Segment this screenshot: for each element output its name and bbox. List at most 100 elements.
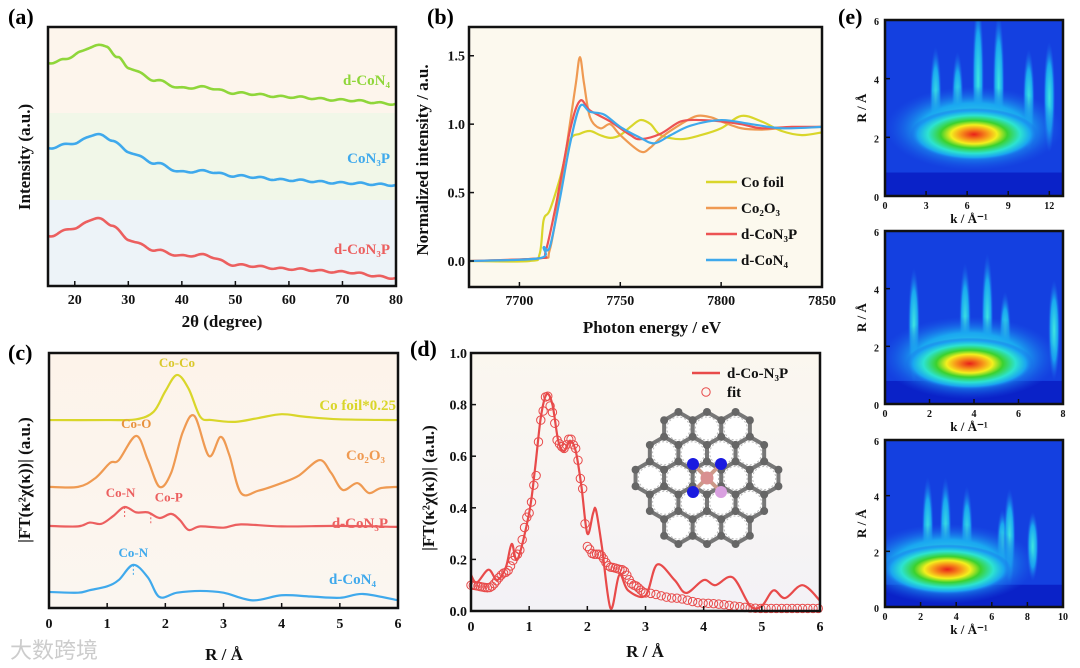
fit-point <box>755 603 766 614</box>
fit-point <box>580 519 590 529</box>
c-x-tick-label: 6 <box>395 617 402 632</box>
d-panel-label: (d) <box>410 336 437 361</box>
carbon-atom <box>660 482 669 491</box>
legend-marker <box>701 387 711 397</box>
carbon-atom <box>702 441 711 449</box>
fit-point <box>813 603 823 614</box>
a-x-tick-label: 30 <box>121 293 135 308</box>
carbon-atom <box>731 457 740 466</box>
e2-x-tick-label: 8 <box>1061 409 1066 420</box>
fit-point <box>703 598 714 609</box>
fit-point <box>661 592 672 602</box>
fit-point <box>510 551 520 561</box>
carbon-atom <box>688 531 697 540</box>
fit-point <box>672 593 682 603</box>
ring-dash <box>723 416 748 441</box>
fit-point <box>646 588 656 599</box>
b-x-tick-label: 7800 <box>707 294 735 309</box>
series-label: d-CoN₄ <box>343 73 391 89</box>
fit-point <box>776 603 787 614</box>
heatmap-area <box>885 231 1063 404</box>
carbon-atom <box>760 490 769 499</box>
carbon-atom <box>745 515 754 524</box>
carbon-atom <box>731 441 740 449</box>
series-label: CoN₃P <box>347 151 390 167</box>
carbon-atom <box>631 482 640 491</box>
fit-point <box>603 561 613 571</box>
fit-point <box>766 603 776 614</box>
fit-point <box>557 441 567 452</box>
ring-dash <box>652 441 677 466</box>
d-x-tick-label: 0 <box>468 620 475 635</box>
e1-x-tick-label: 0 <box>883 201 888 212</box>
plot-background <box>49 353 398 608</box>
ring-dash <box>666 515 691 540</box>
e1-y-tick-label: 4 <box>874 76 879 87</box>
d-y-axis-title: |FT(κ²χ(κ))| (a.u.) <box>419 425 438 551</box>
phosphorus-atom <box>715 486 727 498</box>
nitrogen-atom <box>687 486 699 498</box>
c-x-tick-label: 2 <box>162 617 169 632</box>
carbon-atom <box>774 465 783 474</box>
fit-point <box>787 603 797 614</box>
carbon-atom <box>631 465 640 474</box>
a-x-tick-label: 20 <box>68 293 82 308</box>
c-x-tick-label: 4 <box>278 617 285 632</box>
series-label: d-CoN₄ <box>329 572 377 588</box>
d-x-tick-label: 3 <box>642 620 649 635</box>
carbon-atom <box>645 441 654 449</box>
fit-point <box>571 443 581 454</box>
e-x-axis-title: k / Å⁻¹ <box>950 622 988 637</box>
cobalt-atom <box>700 471 714 485</box>
c-y-axis-title: |FT(κ²χ(κ))| (a.u.) <box>15 417 34 543</box>
e1-y-axis-title: R / Å <box>854 93 869 123</box>
carbon-atom <box>703 408 711 416</box>
intensity-maximum <box>909 107 1039 161</box>
fit-point <box>724 600 734 611</box>
fit-point <box>543 391 553 401</box>
ring-dash <box>709 490 734 515</box>
d-x-tick-label: 2 <box>584 620 591 635</box>
e3-y-tick-label: 2 <box>874 548 879 559</box>
d-y-tick-label: 0.8 <box>450 399 468 414</box>
fit-point <box>575 473 586 484</box>
ring-dash <box>637 465 662 491</box>
b-panel-label: (b) <box>427 4 454 29</box>
e3-x-tick-label: 2 <box>918 612 923 623</box>
b-y-tick-label: 0.0 <box>448 255 466 270</box>
ring-dash <box>680 441 705 466</box>
e3-y-tick-label: 4 <box>874 493 879 504</box>
ft-line-3 <box>48 563 399 602</box>
low-r-band <box>885 172 1063 196</box>
fit-point <box>526 497 537 507</box>
fit-point <box>536 415 546 425</box>
carbon-atom <box>660 416 669 425</box>
a-x-tick-label: 50 <box>228 293 242 308</box>
fit-point <box>550 418 560 428</box>
a-x-tick-label: 80 <box>389 293 403 308</box>
carbon-atom <box>688 432 697 441</box>
fit-point <box>531 470 541 481</box>
carbon-atom <box>717 531 726 540</box>
fit-point <box>538 406 548 416</box>
carbon-atom <box>674 441 683 449</box>
e1-y-tick-label: 0 <box>874 193 879 204</box>
fit-point <box>714 599 724 609</box>
d-x-tick-label: 6 <box>817 620 824 635</box>
b-y-tick-label: 1.5 <box>448 50 466 65</box>
fit-point <box>803 603 813 614</box>
structure-inset <box>631 408 783 548</box>
b-y-tick-label: 0.5 <box>448 187 466 202</box>
series-label: Co foil*0.25 <box>319 398 396 414</box>
intensity-maximum <box>905 337 1034 390</box>
series-label: d-CoN₃P <box>334 242 390 258</box>
fit-point <box>561 440 572 450</box>
fit-point <box>591 549 602 559</box>
peak-annotation: Co-O <box>121 416 151 431</box>
ring-dash <box>737 441 762 466</box>
carbon-atom <box>645 490 654 499</box>
fit-point <box>808 603 818 614</box>
carbon-atom <box>717 416 726 425</box>
